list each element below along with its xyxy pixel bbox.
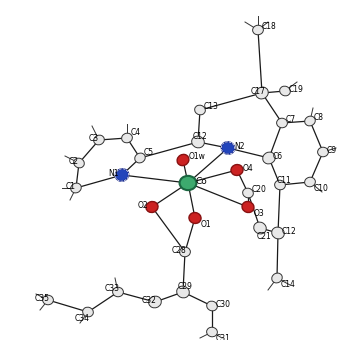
Text: O4: O4 — [243, 164, 254, 173]
Text: O2: O2 — [138, 201, 149, 210]
Text: C28: C28 — [172, 246, 186, 255]
Text: C21: C21 — [257, 232, 271, 241]
Text: N1: N1 — [108, 169, 118, 178]
Text: C13: C13 — [203, 102, 218, 111]
Text: C8: C8 — [313, 113, 324, 122]
Text: N2: N2 — [234, 142, 245, 151]
Ellipse shape — [277, 118, 287, 128]
Ellipse shape — [192, 136, 205, 148]
Ellipse shape — [180, 247, 190, 257]
Text: C34: C34 — [74, 314, 90, 323]
Ellipse shape — [305, 177, 315, 187]
Ellipse shape — [242, 202, 254, 212]
Ellipse shape — [207, 301, 217, 311]
Text: C9: C9 — [326, 146, 337, 155]
Text: C33: C33 — [104, 284, 120, 293]
Text: C31: C31 — [215, 334, 230, 340]
Ellipse shape — [256, 87, 268, 99]
Text: C12: C12 — [193, 132, 208, 141]
Ellipse shape — [275, 180, 285, 190]
Ellipse shape — [221, 142, 235, 154]
Text: C3: C3 — [89, 134, 99, 143]
Text: C18: C18 — [262, 22, 276, 31]
Ellipse shape — [122, 133, 132, 143]
Text: C4: C4 — [130, 129, 141, 137]
Ellipse shape — [317, 147, 328, 157]
Ellipse shape — [272, 227, 284, 239]
Text: C2: C2 — [69, 157, 79, 166]
Ellipse shape — [135, 153, 145, 163]
Ellipse shape — [94, 135, 104, 145]
Text: C32: C32 — [142, 296, 156, 305]
Ellipse shape — [280, 86, 290, 96]
Ellipse shape — [43, 295, 53, 305]
Text: C17: C17 — [250, 87, 265, 96]
Text: C30: C30 — [215, 300, 231, 309]
Text: C10: C10 — [313, 184, 328, 193]
Ellipse shape — [177, 286, 189, 298]
Text: C12: C12 — [281, 227, 296, 236]
Text: O1w: O1w — [189, 152, 206, 161]
Ellipse shape — [231, 165, 243, 175]
Ellipse shape — [305, 116, 315, 126]
Ellipse shape — [83, 307, 93, 317]
Text: O3: O3 — [254, 209, 265, 218]
Ellipse shape — [115, 169, 129, 181]
Ellipse shape — [253, 25, 264, 35]
Text: C35: C35 — [34, 294, 50, 303]
Ellipse shape — [71, 183, 81, 193]
Text: C7: C7 — [285, 115, 296, 124]
Text: C29: C29 — [178, 283, 193, 291]
Ellipse shape — [146, 202, 158, 212]
Ellipse shape — [195, 105, 205, 115]
Ellipse shape — [180, 176, 196, 190]
Text: C5: C5 — [143, 148, 153, 157]
Text: C11: C11 — [277, 176, 292, 185]
Text: C6: C6 — [272, 152, 282, 161]
Ellipse shape — [207, 327, 217, 337]
Ellipse shape — [113, 287, 123, 297]
Ellipse shape — [243, 188, 253, 198]
Ellipse shape — [189, 212, 201, 223]
Text: C1: C1 — [66, 182, 76, 191]
Ellipse shape — [272, 273, 282, 283]
Text: C14: C14 — [280, 280, 295, 289]
Ellipse shape — [254, 222, 266, 234]
Ellipse shape — [74, 158, 84, 168]
Text: C19: C19 — [288, 85, 303, 94]
Ellipse shape — [177, 154, 189, 166]
Ellipse shape — [263, 152, 275, 164]
Text: C20: C20 — [251, 185, 266, 194]
Text: Co: Co — [195, 177, 207, 186]
Text: O1: O1 — [201, 220, 212, 229]
Ellipse shape — [149, 296, 161, 308]
